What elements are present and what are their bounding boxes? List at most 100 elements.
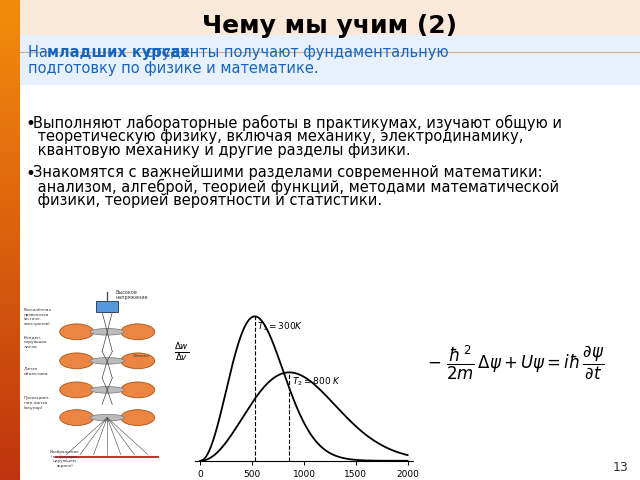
Bar: [0, 25, 20, 26]
Bar: [0, 46, 20, 47]
Bar: [0, 175, 20, 176]
Bar: [0, 97, 20, 98]
Bar: [0, 201, 20, 202]
Bar: [0, 255, 20, 256]
Bar: [0, 411, 20, 412]
Bar: [20, 35, 640, 85]
Ellipse shape: [90, 386, 124, 393]
Bar: [20, 52, 640, 480]
Bar: [0, 33, 20, 34]
Bar: [0, 250, 20, 251]
Bar: [0, 113, 20, 114]
Bar: [0, 127, 20, 128]
Bar: [0, 45, 20, 46]
Bar: [0, 168, 20, 169]
Bar: [0, 7, 20, 8]
Bar: [0, 341, 20, 342]
Bar: [0, 81, 20, 82]
Bar: [0, 345, 20, 346]
Bar: [0, 454, 20, 455]
Bar: [0, 435, 20, 436]
Bar: [0, 85, 20, 86]
Bar: [0, 439, 20, 440]
Bar: [0, 31, 20, 32]
Bar: [0, 266, 20, 267]
Bar: [0, 288, 20, 289]
Bar: [0, 44, 20, 45]
Bar: [0, 378, 20, 379]
Bar: [0, 254, 20, 255]
Bar: [0, 426, 20, 427]
Bar: [0, 80, 20, 81]
Bar: [0, 289, 20, 290]
Bar: [0, 428, 20, 429]
Bar: [0, 384, 20, 385]
Text: $T_2 = 800\ K$: $T_2 = 800\ K$: [292, 375, 341, 387]
Bar: [0, 296, 20, 297]
Bar: [0, 62, 20, 63]
Bar: [0, 286, 20, 287]
Bar: [0, 216, 20, 217]
Bar: [0, 173, 20, 174]
Bar: [0, 393, 20, 394]
Bar: [0, 169, 20, 170]
Bar: [0, 270, 20, 271]
Bar: [0, 304, 20, 305]
Bar: [0, 252, 20, 253]
Bar: [0, 402, 20, 403]
Bar: [0, 161, 20, 162]
Bar: [0, 394, 20, 395]
Bar: [0, 412, 20, 413]
Bar: [0, 330, 20, 331]
Text: $-\ \dfrac{\hbar^{\,2}}{2m}\,\Delta\psi + U\psi = i\hbar\,\dfrac{\partial\psi}{\: $-\ \dfrac{\hbar^{\,2}}{2m}\,\Delta\psi …: [427, 343, 605, 381]
Bar: [0, 420, 20, 421]
Bar: [0, 27, 20, 28]
Bar: [0, 259, 20, 260]
Bar: [0, 170, 20, 171]
Text: анализом, алгеброй, теорией функций, методами математической: анализом, алгеброй, теорией функций, мет…: [33, 179, 559, 195]
Bar: [0, 423, 20, 424]
Bar: [0, 142, 20, 143]
Bar: [0, 238, 20, 239]
Bar: [0, 117, 20, 118]
Bar: [0, 111, 20, 112]
Bar: [0, 218, 20, 219]
Bar: [0, 430, 20, 431]
Bar: [0, 335, 20, 336]
Bar: [0, 13, 20, 14]
Text: младших курсах: младших курсах: [47, 45, 189, 60]
Bar: [0, 78, 20, 79]
Bar: [0, 339, 20, 340]
Bar: [0, 184, 20, 185]
Bar: [0, 39, 20, 40]
Bar: [0, 32, 20, 33]
Bar: [0, 356, 20, 357]
Bar: [0, 225, 20, 226]
Ellipse shape: [60, 324, 93, 340]
Bar: [0, 422, 20, 423]
Bar: [0, 457, 20, 458]
Bar: [0, 53, 20, 54]
Bar: [0, 272, 20, 273]
Bar: [0, 397, 20, 398]
Bar: [0, 371, 20, 372]
Bar: [0, 347, 20, 348]
Bar: [0, 319, 20, 320]
Text: Объект: Объект: [132, 354, 150, 358]
Bar: [0, 308, 20, 309]
Bar: [0, 267, 20, 268]
Bar: [0, 79, 20, 80]
Bar: [0, 160, 20, 161]
Bar: [0, 77, 20, 78]
Bar: [0, 389, 20, 390]
Bar: [20, 0, 640, 52]
Bar: [0, 132, 20, 133]
Bar: [0, 104, 20, 105]
Bar: [0, 35, 20, 36]
Bar: [0, 183, 20, 184]
Bar: [0, 329, 20, 330]
Text: •: •: [25, 165, 35, 183]
Bar: [0, 212, 20, 213]
Bar: [0, 239, 20, 240]
Bar: [0, 198, 20, 199]
